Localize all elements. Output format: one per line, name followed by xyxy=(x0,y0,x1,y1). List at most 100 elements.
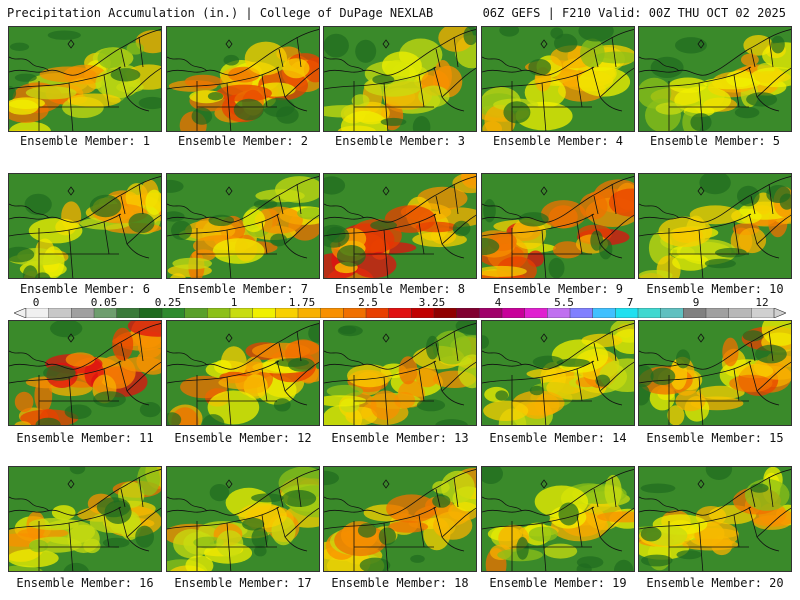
scale-swatch xyxy=(320,308,344,318)
scale-swatch xyxy=(93,308,118,318)
scale-swatch xyxy=(705,308,730,318)
scale-swatch xyxy=(388,308,412,318)
ensemble-member-map[interactable] xyxy=(8,320,162,426)
scale-tick-label: 1.75 xyxy=(288,296,316,309)
precip-map-graphic xyxy=(324,467,476,571)
scale-swatch xyxy=(524,308,548,318)
precip-map-graphic xyxy=(167,321,319,425)
scale-tick-label: 0.25 xyxy=(154,296,182,309)
ensemble-member-map[interactable] xyxy=(638,173,792,279)
ensemble-member-map[interactable] xyxy=(323,466,477,572)
precip-map-graphic xyxy=(482,174,634,278)
scale-swatch xyxy=(728,308,752,318)
ensemble-member-map[interactable] xyxy=(481,26,635,132)
scale-tick-label: 5.5 xyxy=(554,296,574,309)
precip-map-graphic xyxy=(167,467,319,571)
ensemble-member-map[interactable] xyxy=(481,466,635,572)
ensemble-member-map[interactable] xyxy=(166,173,320,279)
scale-swatch xyxy=(207,308,231,318)
ensemble-member-map[interactable] xyxy=(8,26,162,132)
scale-min-arrow xyxy=(14,308,27,318)
ensemble-member-map[interactable] xyxy=(638,26,792,132)
precip-color-scale xyxy=(14,308,786,318)
map-title: Precipitation Accumulation (in.) | Colle… xyxy=(7,6,434,20)
scale-swatch xyxy=(343,308,367,318)
ensemble-member-caption: Ensemble Member: 12 xyxy=(174,431,312,445)
ensemble-member-caption: Ensemble Member: 13 xyxy=(331,431,469,445)
precip-map-graphic xyxy=(639,321,791,425)
ensemble-member-caption: Ensemble Member: 10 xyxy=(646,282,784,296)
ensemble-member-caption: Ensemble Member: 15 xyxy=(646,431,784,445)
scale-tick-label: 9 xyxy=(692,296,700,309)
scale-tick-label: 0.05 xyxy=(90,296,118,309)
scale-swatch xyxy=(411,308,435,318)
scale-swatch xyxy=(252,308,276,318)
scale-swatch xyxy=(71,308,95,318)
ensemble-member-caption: Ensemble Member: 9 xyxy=(492,282,624,296)
scale-tick-label: 12 xyxy=(755,296,769,309)
scale-swatch xyxy=(683,308,707,318)
ensemble-member-caption: Ensemble Member: 20 xyxy=(646,576,784,590)
scale-swatch xyxy=(25,308,50,318)
ensemble-member-caption: Ensemble Member: 2 xyxy=(177,134,309,148)
ensemble-member-map[interactable] xyxy=(8,173,162,279)
scale-swatch xyxy=(569,308,594,318)
ensemble-member-caption: Ensemble Member: 4 xyxy=(492,134,624,148)
ensemble-member-map[interactable] xyxy=(323,173,477,279)
ensemble-member-caption: Ensemble Member: 6 xyxy=(19,282,151,296)
scale-swatch xyxy=(116,308,140,318)
ensemble-member-map[interactable] xyxy=(323,26,477,132)
scale-tick-label: 4 xyxy=(494,296,502,309)
ensemble-member-map[interactable] xyxy=(166,466,320,572)
precip-map-graphic xyxy=(482,27,634,131)
ensemble-member-map[interactable] xyxy=(166,320,320,426)
scale-tick-label: 3.25 xyxy=(418,296,446,309)
ensemble-member-map[interactable] xyxy=(8,466,162,572)
scale-swatch xyxy=(229,308,254,318)
ensemble-member-map[interactable] xyxy=(166,26,320,132)
precip-map-graphic xyxy=(482,321,634,425)
precip-map-graphic xyxy=(9,321,161,425)
ensemble-member-map[interactable] xyxy=(481,320,635,426)
ensemble-member-caption: Ensemble Member: 14 xyxy=(489,431,627,445)
precip-map-graphic xyxy=(324,321,476,425)
scale-swatch xyxy=(139,308,163,318)
ensemble-member-caption: Ensemble Member: 11 xyxy=(16,431,154,445)
ensemble-member-map[interactable] xyxy=(481,173,635,279)
ensemble-member-caption: Ensemble Member: 1 xyxy=(19,134,151,148)
precip-map-graphic xyxy=(9,174,161,278)
scale-swatch xyxy=(637,308,662,318)
scale-swatch xyxy=(615,308,639,318)
ensemble-member-caption: Ensemble Member: 16 xyxy=(16,576,154,590)
ensemble-member-map[interactable] xyxy=(638,466,792,572)
ensemble-member-caption: Ensemble Member: 17 xyxy=(174,576,312,590)
scale-swatch xyxy=(592,308,616,318)
scale-swatch xyxy=(184,308,208,318)
scale-swatch xyxy=(161,308,186,318)
precip-map-graphic xyxy=(639,27,791,131)
scale-tick-label: 7 xyxy=(626,296,634,309)
precip-map-graphic xyxy=(167,27,319,131)
scale-tick-label: 2.5 xyxy=(358,296,378,309)
scale-swatch xyxy=(456,308,480,318)
scale-swatch xyxy=(479,308,503,318)
ensemble-member-caption: Ensemble Member: 18 xyxy=(331,576,469,590)
precip-map-graphic xyxy=(639,467,791,571)
precip-map-graphic xyxy=(324,27,476,131)
scale-swatch xyxy=(297,308,322,318)
ensemble-member-caption: Ensemble Member: 3 xyxy=(334,134,466,148)
run-valid-time: 06Z GEFS | F210 Valid: 00Z THU OCT 02 20… xyxy=(482,6,786,20)
ensemble-member-caption: Ensemble Member: 8 xyxy=(334,282,466,296)
precip-map-graphic xyxy=(639,174,791,278)
scale-swatch xyxy=(275,308,299,318)
scale-tick-label: 0 xyxy=(32,296,40,309)
scale-swatch xyxy=(501,308,526,318)
scale-swatch xyxy=(660,308,684,318)
scale-swatch xyxy=(547,308,571,318)
ensemble-member-caption: Ensemble Member: 5 xyxy=(649,134,781,148)
ensemble-member-caption: Ensemble Member: 7 xyxy=(177,282,309,296)
precip-map-graphic xyxy=(324,174,476,278)
precip-map-graphic xyxy=(9,27,161,131)
ensemble-member-map[interactable] xyxy=(323,320,477,426)
ensemble-member-map[interactable] xyxy=(638,320,792,426)
